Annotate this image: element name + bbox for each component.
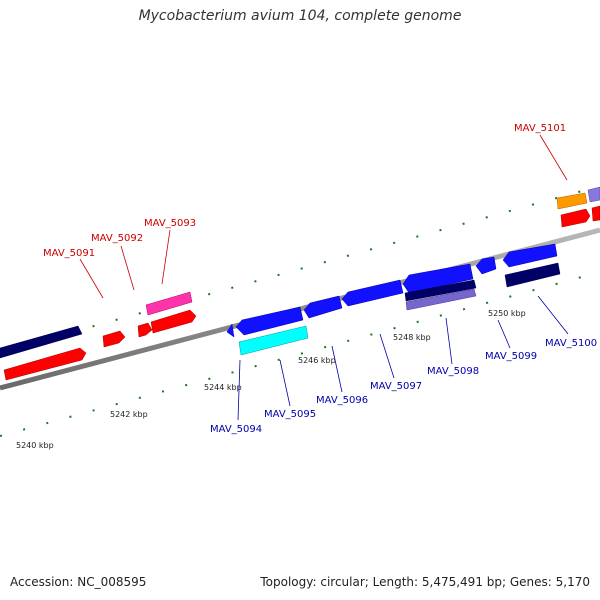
label-mav-5091[interactable]: MAV_5091: [43, 248, 95, 259]
label-mav-5097[interactable]: MAV_5097: [370, 381, 422, 392]
gene-box-navy-5100[interactable]: [504, 262, 561, 288]
gene-arrow-blue-5094[interactable]: [226, 323, 235, 338]
label-leaders: [79, 134, 569, 421]
gene-box-navy-5098[interactable]: [404, 279, 477, 302]
scale-label-5242: 5242 kbp: [110, 410, 148, 419]
gene-arrow-blue-5096[interactable]: [303, 295, 343, 319]
gene-features-forward: [0, 186, 600, 381]
gene-arrow-blue-5099[interactable]: [475, 256, 497, 275]
gene-arrow-red-5092[interactable]: [102, 330, 126, 348]
gene-arrow-blue-5095[interactable]: [235, 306, 304, 336]
gene-box-violet-5101[interactable]: [587, 186, 600, 203]
label-mav-5099[interactable]: MAV_5099: [485, 351, 537, 362]
scale-label-5250: 5250 kbp: [488, 309, 526, 318]
gene-box-magenta-5093[interactable]: [145, 291, 193, 316]
accession-text: Accession: NC_008595: [10, 575, 147, 589]
map-title: Mycobacterium avium 104, complete genome: [138, 8, 462, 24]
label-mav-5101[interactable]: MAV_5101: [514, 123, 566, 134]
topology-summary: Topology: circular; Length: 5,475,491 bp…: [260, 575, 590, 589]
gene-box-red-edge[interactable]: [591, 205, 600, 222]
gene-box-lavender-5098[interactable]: [405, 288, 477, 311]
label-mav-5093[interactable]: MAV_5093: [144, 218, 196, 229]
gene-features-reverse: [226, 243, 561, 356]
label-mav-5096[interactable]: MAV_5096: [316, 395, 368, 406]
gene-arrow-blue-5098[interactable]: [402, 263, 474, 294]
gene-arrow-red-small[interactable]: [137, 322, 153, 338]
scale-label-5246: 5246 kbp: [298, 356, 336, 365]
gene-arrow-red-5093[interactable]: [150, 309, 197, 334]
label-mav-5095[interactable]: MAV_5095: [264, 409, 316, 420]
gene-arrow-navy-1[interactable]: [0, 325, 83, 359]
gene-arrow-blue-5100[interactable]: [502, 243, 558, 268]
tick-row-outer-upper: [0, 185, 600, 353]
gene-arrow-red-1[interactable]: [3, 347, 87, 381]
scale-label-5240: 5240 kbp: [16, 441, 54, 450]
scale-label-5248: 5248 kbp: [393, 333, 431, 342]
label-mav-5094[interactable]: MAV_5094: [210, 424, 262, 435]
label-mav-5092[interactable]: MAV_5092: [91, 233, 143, 244]
label-mav-5100[interactable]: MAV_5100: [545, 338, 597, 349]
label-mav-5098[interactable]: MAV_5098: [427, 366, 479, 377]
gene-box-cyan-5095[interactable]: [238, 325, 309, 356]
scale-label-5244: 5244 kbp: [204, 383, 242, 392]
gene-arrow-blue-5097[interactable]: [341, 279, 404, 307]
gene-box-orange-5101[interactable]: [556, 192, 588, 210]
gene-arrow-red-5101[interactable]: [560, 208, 591, 228]
